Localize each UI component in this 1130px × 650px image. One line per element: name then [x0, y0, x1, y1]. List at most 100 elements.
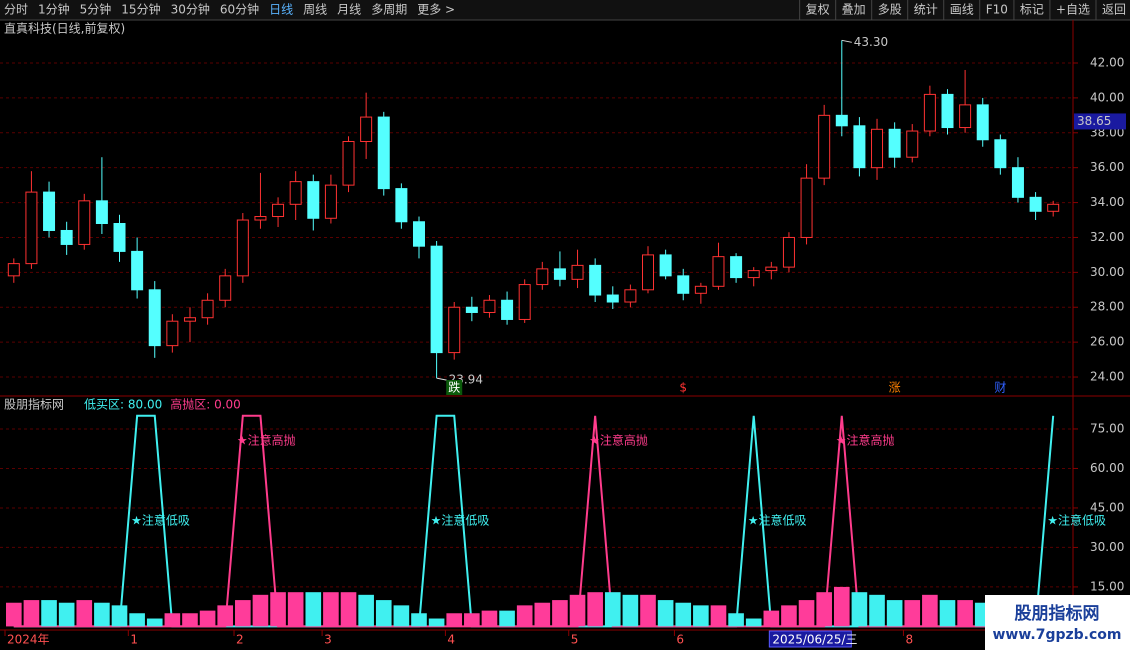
event-marker: 财	[994, 381, 1006, 395]
candle-body	[871, 128, 884, 169]
candle-body	[606, 294, 619, 303]
histogram-bar	[922, 594, 938, 627]
histogram-bar	[569, 594, 586, 627]
candle-body	[78, 200, 91, 245]
candle-body	[324, 184, 337, 219]
toolbar-button[interactable]: 叠加	[842, 3, 866, 17]
histogram-bar	[446, 613, 463, 627]
x-tick-label: 4	[447, 633, 455, 647]
candle-body	[941, 93, 954, 129]
candle-body	[342, 141, 355, 186]
period-tab[interactable]: 更多 >	[417, 3, 455, 17]
candle-body	[589, 264, 602, 296]
period-tab[interactable]: 分时	[4, 3, 28, 17]
candle-body	[377, 116, 390, 190]
period-tab[interactable]: 30分钟	[171, 2, 210, 17]
y-tick-label: 40.00	[1090, 90, 1124, 104]
histogram-bar	[745, 618, 762, 627]
histogram-bar	[464, 613, 480, 627]
histogram-bar	[481, 610, 498, 627]
histogram-bar	[41, 600, 57, 627]
candle-body	[219, 275, 232, 301]
toolbar-button[interactable]: F10	[986, 3, 1008, 17]
x-tick-label: 1	[130, 633, 138, 647]
candle-body	[994, 139, 1007, 169]
legend-entry: 低买区: 80.00	[84, 398, 162, 412]
zone-annotation: ★注意低吸	[431, 513, 490, 528]
candle-body	[448, 306, 461, 354]
watermark-title: 股朋指标网	[1015, 603, 1100, 624]
histogram-bar	[358, 594, 374, 627]
high-annotation: 43.30	[854, 35, 888, 49]
candle-body	[360, 116, 373, 143]
histogram-bar	[323, 592, 339, 627]
y-tick-label: 30.00	[1090, 265, 1124, 279]
period-tab[interactable]: 5分钟	[80, 2, 112, 17]
histogram-bar	[411, 613, 427, 627]
period-tab[interactable]: 1分钟	[38, 2, 70, 17]
histogram-bar	[428, 618, 445, 627]
y-tick-label: 42.00	[1090, 55, 1124, 69]
histogram-bar	[270, 592, 286, 627]
candle-body	[1011, 167, 1024, 198]
event-marker-bg	[675, 380, 692, 395]
period-tab[interactable]: 15分钟	[121, 2, 160, 17]
zone-annotation: ★注意低吸	[1047, 513, 1106, 528]
toolbar-button[interactable]: 多股	[878, 3, 902, 17]
y-tick-label: 34.00	[1090, 195, 1124, 209]
period-tab[interactable]: 60分钟	[220, 2, 259, 17]
legend-entry: 高抛区: 0.00	[170, 397, 241, 412]
event-marker: 跌	[448, 380, 460, 395]
period-tab[interactable]: 多周期	[371, 3, 407, 17]
histogram-bar	[816, 592, 832, 627]
high-pointer	[841, 39, 852, 43]
zone-annotation: ★注意高抛	[237, 433, 296, 448]
candle-body	[113, 223, 126, 252]
candle-body	[677, 275, 690, 294]
histogram-bar	[375, 600, 392, 627]
candle-body	[906, 130, 919, 158]
y-tick-label: 30.00	[1090, 540, 1124, 554]
candle-body	[730, 256, 743, 279]
histogram-bar	[393, 605, 410, 627]
histogram-bar	[640, 594, 656, 627]
toolbar-button[interactable]: 统计	[914, 3, 938, 17]
watermark-url: www.7gpzb.com	[992, 627, 1121, 643]
last-price-box	[1074, 113, 1126, 130]
candle-body	[272, 203, 285, 218]
y-tick-label: 36.00	[1090, 160, 1124, 174]
histogram-bar	[587, 592, 603, 627]
toolbar-button[interactable]: 复权	[806, 3, 830, 17]
candle-body	[642, 254, 655, 291]
candle-body	[166, 320, 179, 347]
candle-body	[395, 188, 408, 223]
histogram-bar	[939, 600, 956, 627]
toolbar-button[interactable]: 画线	[950, 3, 974, 17]
histogram-bar	[340, 592, 357, 627]
period-tab[interactable]: 周线	[303, 3, 327, 17]
candle-body	[853, 125, 866, 169]
histogram-bar	[499, 610, 515, 627]
histogram-bar	[657, 600, 674, 627]
y-tick-label: 28.00	[1090, 300, 1124, 314]
histogram-bar	[129, 613, 145, 627]
candle-body	[183, 317, 196, 322]
candle-body	[959, 104, 972, 129]
zone-annotation: ★注意低吸	[131, 513, 190, 528]
chart-title: 直真科技(日线,前复权)	[4, 21, 125, 36]
toolbar-button[interactable]: +自选	[1056, 3, 1090, 17]
candle-body	[307, 181, 320, 219]
toolbar-button[interactable]: 返回	[1102, 3, 1126, 17]
cursor-date: 2025/06/25/三	[772, 633, 857, 647]
histogram-bar	[833, 586, 850, 627]
y-tick-label: 75.00	[1090, 421, 1124, 435]
period-tab[interactable]: 日线	[269, 3, 293, 17]
toolbar-button[interactable]: 标记	[1020, 3, 1044, 17]
histogram-bar	[763, 610, 780, 627]
period-tab[interactable]: 月线	[337, 3, 361, 17]
candle-body	[518, 284, 531, 320]
candle-body	[712, 256, 725, 287]
histogram-bar	[111, 605, 128, 627]
